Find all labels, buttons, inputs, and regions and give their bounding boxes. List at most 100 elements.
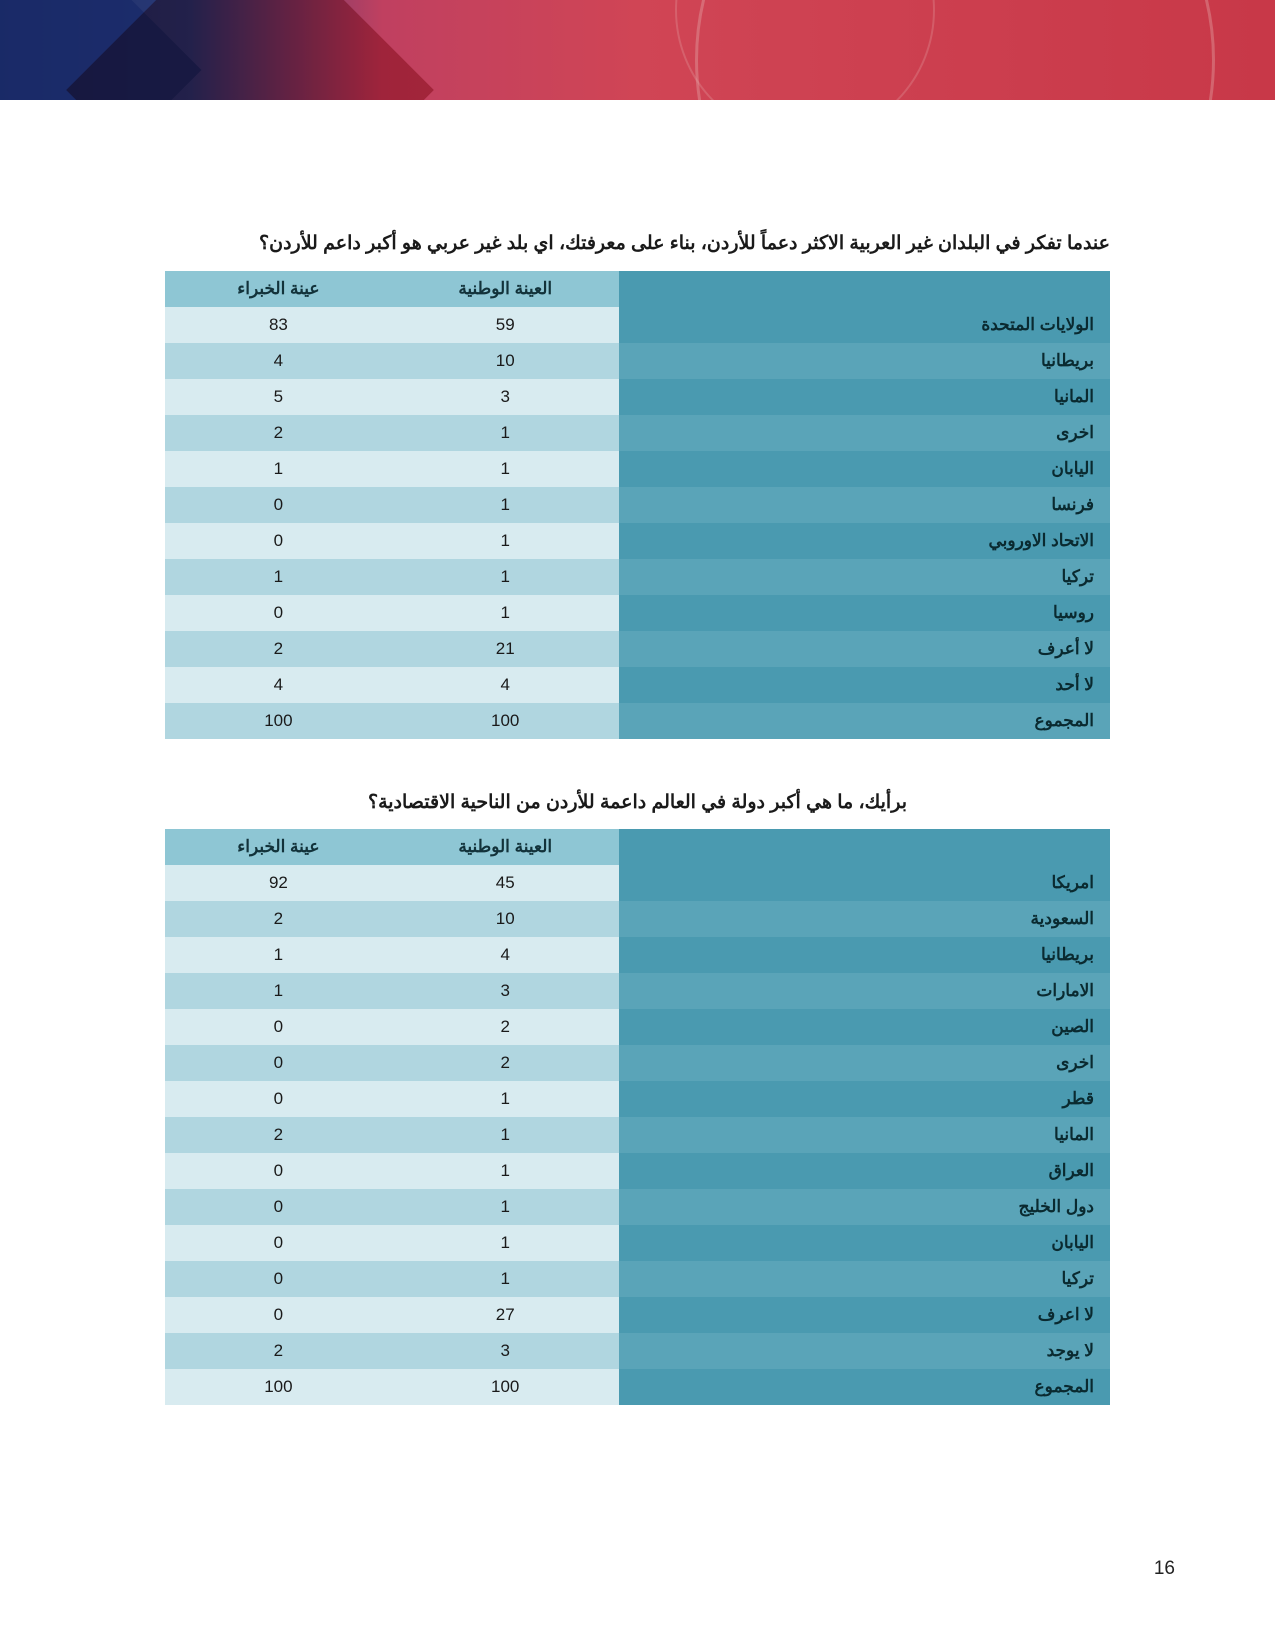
table-row: اخرى20 xyxy=(165,1045,1110,1081)
table1-row-label: روسيا xyxy=(619,595,1110,631)
table1-row-label: المانيا xyxy=(619,379,1110,415)
table2-row-expert: 2 xyxy=(165,1333,392,1369)
table1-row-national: 3 xyxy=(392,379,619,415)
table-row: روسيا10 xyxy=(165,595,1110,631)
table2-question: برأيك، ما هي أكبر دولة في العالم داعمة ل… xyxy=(165,789,1110,818)
table2-row-national: 1 xyxy=(392,1189,619,1225)
table1-row-label: الاتحاد الاوروبي xyxy=(619,523,1110,559)
decorative-arc xyxy=(675,0,935,100)
table1-row-label: اخرى xyxy=(619,415,1110,451)
table2-row-expert: 0 xyxy=(165,1225,392,1261)
table2-row-label: المانيا xyxy=(619,1117,1110,1153)
table2-row-label: تركيا xyxy=(619,1261,1110,1297)
table1-row-label: الولايات المتحدة xyxy=(619,307,1110,343)
table2-row-national: 45 xyxy=(392,865,619,901)
header-banner xyxy=(0,0,1275,100)
table2-row-expert: 0 xyxy=(165,1045,392,1081)
table2-row-national: 2 xyxy=(392,1009,619,1045)
table-row: اخرى12 xyxy=(165,415,1110,451)
table1-row-expert: 1 xyxy=(165,559,392,595)
table2-row-label: المجموع xyxy=(619,1369,1110,1405)
table-row: لا أعرف212 xyxy=(165,631,1110,667)
table2-row-expert: 2 xyxy=(165,901,392,937)
table1-row-national: 10 xyxy=(392,343,619,379)
table1-row-label: لا أحد xyxy=(619,667,1110,703)
table-row: امريكا4592 xyxy=(165,865,1110,901)
table-row: تركيا10 xyxy=(165,1261,1110,1297)
table2-row-label: امريكا xyxy=(619,865,1110,901)
table1-row-expert: 0 xyxy=(165,595,392,631)
table2-row-national: 1 xyxy=(392,1225,619,1261)
table1-row-national: 1 xyxy=(392,595,619,631)
table1-row-label: تركيا xyxy=(619,559,1110,595)
table1-row-label: فرنسا xyxy=(619,487,1110,523)
table2-row-national: 1 xyxy=(392,1261,619,1297)
table1-row-national: 1 xyxy=(392,415,619,451)
table-row: قطر10 xyxy=(165,1081,1110,1117)
table1-row-expert: 4 xyxy=(165,343,392,379)
table1-row-label: لا أعرف xyxy=(619,631,1110,667)
table-row: لا يوجد32 xyxy=(165,1333,1110,1369)
table1-row-national: 1 xyxy=(392,487,619,523)
table2-header-expert: عينة الخبراء xyxy=(165,829,392,865)
table2-row-expert: 2 xyxy=(165,1117,392,1153)
table2-row-label: الامارات xyxy=(619,973,1110,1009)
table-row: اليابان11 xyxy=(165,451,1110,487)
table2-header-national: العينة الوطنية xyxy=(392,829,619,865)
table1-row-expert: 4 xyxy=(165,667,392,703)
table1-row-expert: 5 xyxy=(165,379,392,415)
table2-row-expert: 1 xyxy=(165,973,392,1009)
table-row: المانيا35 xyxy=(165,379,1110,415)
table-row: فرنسا10 xyxy=(165,487,1110,523)
table2-row-label: دول الخليج xyxy=(619,1189,1110,1225)
table-row: المجموع100100 xyxy=(165,703,1110,739)
table1-row-expert: 1 xyxy=(165,451,392,487)
table2-row-national: 3 xyxy=(392,1333,619,1369)
table2-row-expert: 100 xyxy=(165,1369,392,1405)
table1-row-expert: 83 xyxy=(165,307,392,343)
table2-header-label xyxy=(619,829,1110,865)
table1-row-expert: 2 xyxy=(165,415,392,451)
table-row: المانيا12 xyxy=(165,1117,1110,1153)
table2-row-expert: 0 xyxy=(165,1153,392,1189)
table1-row-national: 21 xyxy=(392,631,619,667)
table2-row-label: قطر xyxy=(619,1081,1110,1117)
table1-row-national: 1 xyxy=(392,523,619,559)
table-row: دول الخليج10 xyxy=(165,1189,1110,1225)
table2-row-label: بريطانيا xyxy=(619,937,1110,973)
table1-row-national: 59 xyxy=(392,307,619,343)
table2-row-expert: 0 xyxy=(165,1297,392,1333)
table2-row-national: 100 xyxy=(392,1369,619,1405)
table-row: الاتحاد الاوروبي10 xyxy=(165,523,1110,559)
table-row: العراق10 xyxy=(165,1153,1110,1189)
table-row: الولايات المتحدة5983 xyxy=(165,307,1110,343)
table1-header-label xyxy=(619,271,1110,307)
table2-row-expert: 0 xyxy=(165,1189,392,1225)
table2-row-label: الصين xyxy=(619,1009,1110,1045)
table1-row-label: المجموع xyxy=(619,703,1110,739)
table1-row-national: 100 xyxy=(392,703,619,739)
table1-row-label: اليابان xyxy=(619,451,1110,487)
table1-row-expert: 0 xyxy=(165,523,392,559)
table2-row-expert: 92 xyxy=(165,865,392,901)
table1-question: عندما تفكر في البلدان غير العربية الاكثر… xyxy=(165,230,1110,259)
table2-row-expert: 0 xyxy=(165,1081,392,1117)
table2-row-label: اخرى xyxy=(619,1045,1110,1081)
table-row: اليابان10 xyxy=(165,1225,1110,1261)
table2-row-national: 4 xyxy=(392,937,619,973)
table-row: بريطانيا104 xyxy=(165,343,1110,379)
table-row: لا اعرف270 xyxy=(165,1297,1110,1333)
table-row: السعودية102 xyxy=(165,901,1110,937)
table1-row-national: 1 xyxy=(392,559,619,595)
table1-row-expert: 100 xyxy=(165,703,392,739)
table1-row-expert: 2 xyxy=(165,631,392,667)
table2-row-national: 1 xyxy=(392,1153,619,1189)
table2-row-national: 1 xyxy=(392,1117,619,1153)
table2-row-national: 2 xyxy=(392,1045,619,1081)
table1-row-national: 1 xyxy=(392,451,619,487)
table1-row-expert: 0 xyxy=(165,487,392,523)
table2-row-expert: 0 xyxy=(165,1261,392,1297)
table2-row-label: لا يوجد xyxy=(619,1333,1110,1369)
table2-row-national: 3 xyxy=(392,973,619,1009)
table-row: بريطانيا41 xyxy=(165,937,1110,973)
